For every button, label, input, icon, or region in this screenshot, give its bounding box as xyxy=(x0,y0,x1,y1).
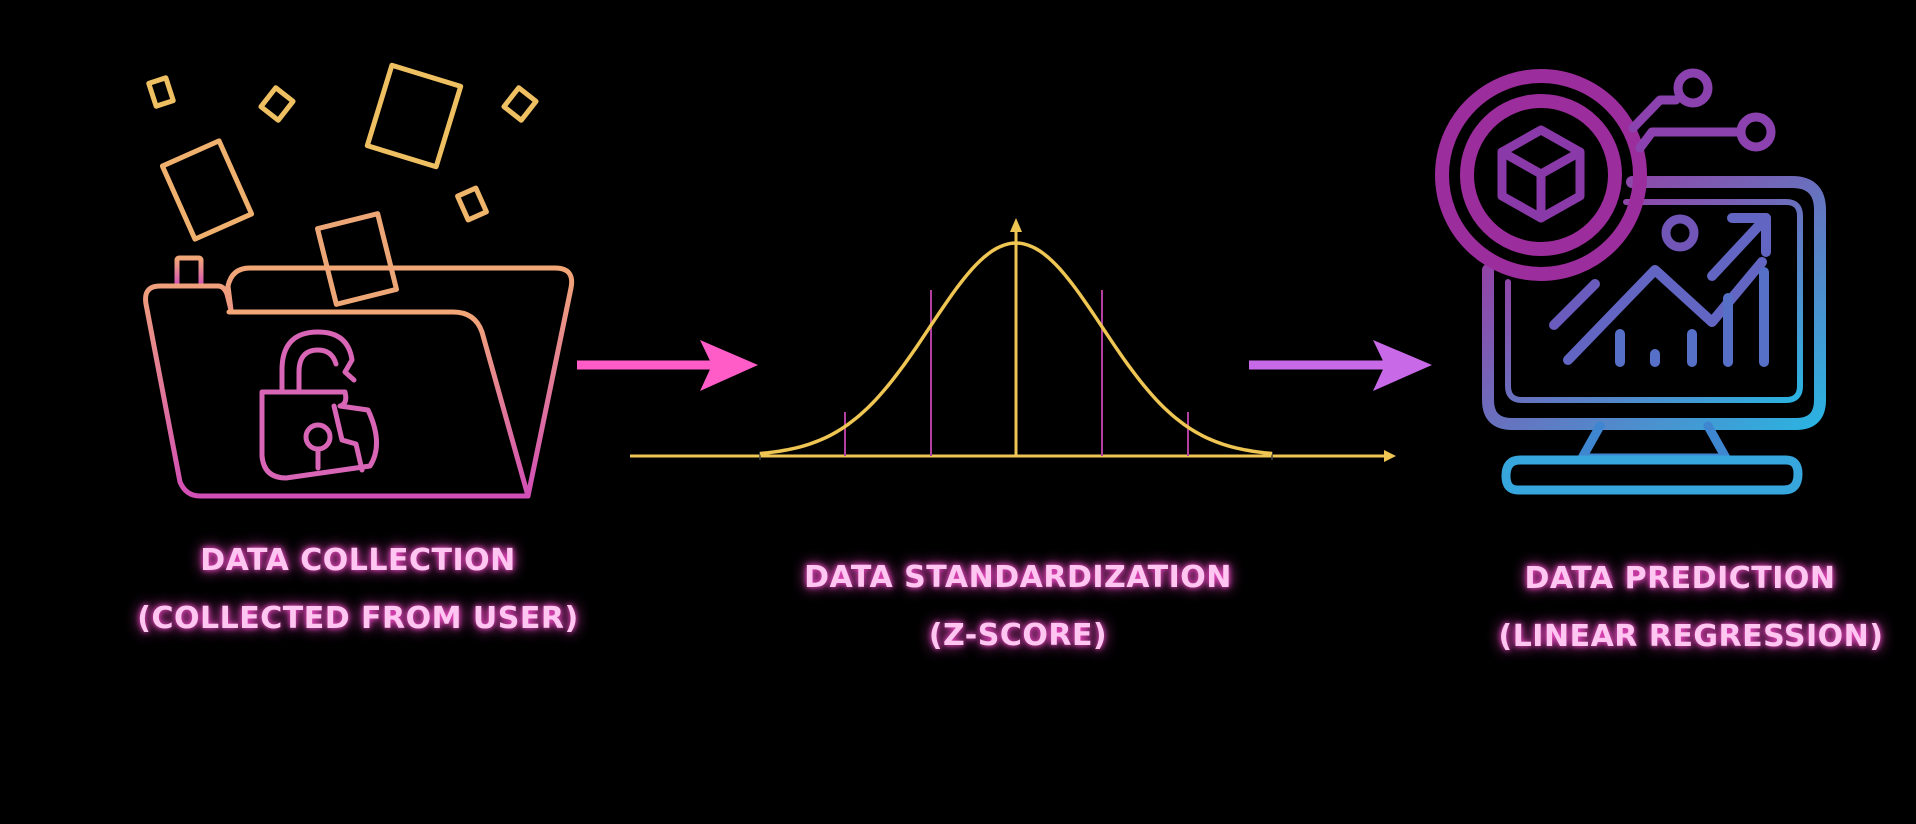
step-title: DATA COLLECTION xyxy=(200,543,516,578)
papers-icon xyxy=(146,62,539,307)
step-subtitle: (COLLECTED FROM USER) xyxy=(137,601,579,636)
folder-icon xyxy=(143,62,575,499)
right-arrow-icon xyxy=(577,340,758,391)
right-arrow-icon xyxy=(1249,340,1432,391)
step-label-collection: DATA COLLECTION (COLLECTED FROM USER) xyxy=(118,532,598,648)
step-subtitle: (LINEAR REGRESSION) xyxy=(1498,619,1884,654)
unlocked-padlock-icon xyxy=(259,329,379,481)
cube-icon xyxy=(1497,125,1585,223)
step-label-prediction: DATA PREDICTION (LINEAR REGRESSION) xyxy=(1460,550,1900,666)
monitor-icon xyxy=(1435,68,1826,495)
step-label-standardization: DATA STANDARDIZATION (Z-SCORE) xyxy=(768,549,1268,665)
step-title: DATA STANDARDIZATION xyxy=(804,560,1232,595)
normal-distribution-curve-icon xyxy=(630,218,1396,462)
step-subtitle: (Z-SCORE) xyxy=(928,618,1108,653)
step-title: DATA PREDICTION xyxy=(1524,561,1836,596)
